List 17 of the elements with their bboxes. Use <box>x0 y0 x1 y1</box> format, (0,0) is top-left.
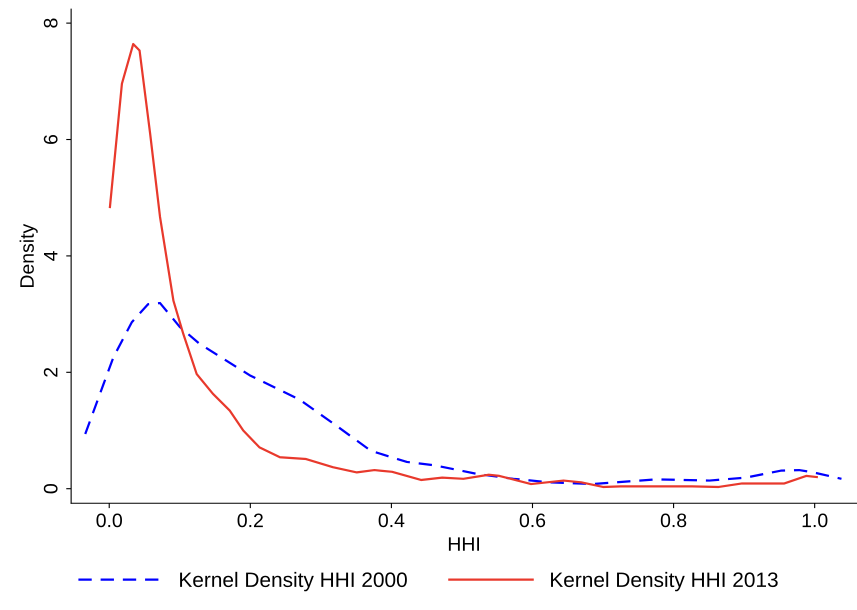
y-tick-label: 0 <box>44 484 58 494</box>
legend-label: Kernel Density HHI 2013 <box>551 572 778 592</box>
legend-label: Kernel Density HHI 2000 <box>180 572 407 592</box>
x-tick-label: 0.6 <box>520 513 546 528</box>
x-tick-label: 0.8 <box>660 513 686 528</box>
y-axis-title: Density <box>20 224 38 288</box>
y-tick-label: 8 <box>44 18 58 28</box>
x-tick-label: 0.4 <box>378 513 404 528</box>
y-tick-label: 2 <box>44 368 58 377</box>
x-tick-label: 0.0 <box>96 513 122 528</box>
line-series <box>84 302 843 486</box>
x-axis-title: HHI <box>448 537 480 551</box>
line-series <box>108 42 818 488</box>
y-tick-label: 6 <box>44 134 58 144</box>
x-tick-label: 0.2 <box>238 513 263 528</box>
y-tick-label: 4 <box>44 251 58 261</box>
x-tick-label: 1.0 <box>802 513 828 528</box>
